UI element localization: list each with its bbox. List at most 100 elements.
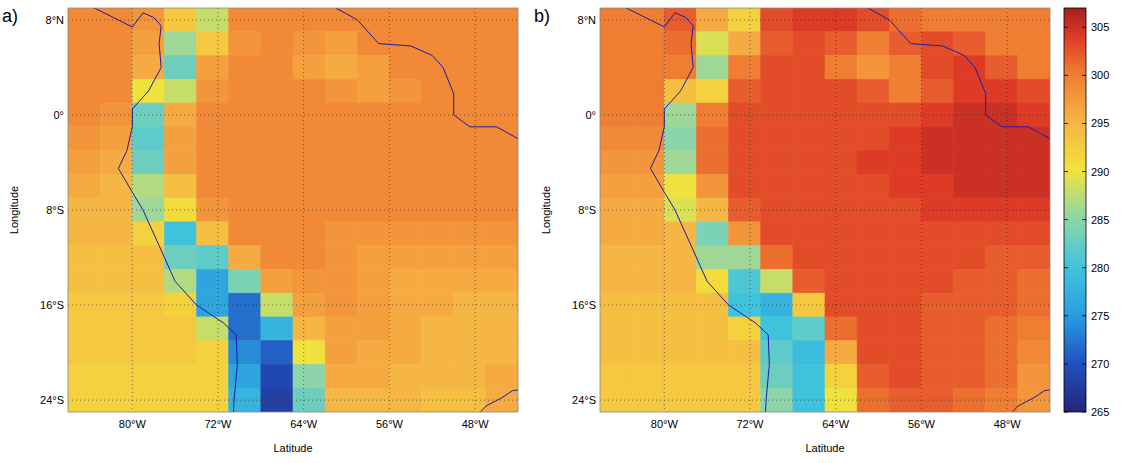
cell — [889, 79, 921, 103]
cell — [293, 56, 325, 80]
cell — [325, 269, 357, 293]
cell — [293, 341, 325, 365]
cell — [729, 341, 761, 365]
cell — [793, 127, 825, 151]
colorbar-tick — [1082, 412, 1086, 413]
cell — [164, 56, 196, 80]
grid-line — [68, 19, 518, 20]
colorbar-tick — [1082, 171, 1086, 172]
cell — [229, 174, 261, 198]
cell — [261, 151, 293, 175]
cell — [293, 317, 325, 341]
cell — [729, 151, 761, 175]
cell — [954, 222, 986, 246]
cell — [921, 222, 953, 246]
cell — [486, 364, 518, 388]
cell — [825, 222, 857, 246]
cell — [632, 246, 664, 270]
cell — [197, 79, 229, 103]
cell — [600, 151, 632, 175]
cell — [164, 79, 196, 103]
cell — [954, 56, 986, 80]
cell — [197, 56, 229, 80]
cell — [229, 127, 261, 151]
cell — [422, 317, 454, 341]
cell — [986, 174, 1018, 198]
cell — [293, 151, 325, 175]
cell — [632, 341, 664, 365]
cell — [986, 103, 1018, 127]
cell — [632, 317, 664, 341]
grid-line — [600, 210, 1050, 211]
cell — [1018, 293, 1050, 317]
cell — [696, 246, 728, 270]
cell — [889, 127, 921, 151]
cell — [132, 364, 164, 388]
cell — [357, 127, 389, 151]
cell — [664, 269, 696, 293]
cell — [325, 317, 357, 341]
cell — [486, 269, 518, 293]
cell — [486, 388, 518, 412]
colorbar-tick — [1064, 27, 1068, 28]
coastline — [331, 8, 519, 145]
cell — [793, 317, 825, 341]
cell — [389, 317, 421, 341]
x-tick-label: 48°W — [994, 418, 1022, 430]
cell — [986, 388, 1018, 412]
cell — [664, 174, 696, 198]
cell — [954, 174, 986, 198]
cell — [325, 32, 357, 56]
cell — [229, 151, 261, 175]
cell — [486, 127, 518, 151]
cell — [986, 317, 1018, 341]
cell — [729, 317, 761, 341]
cell — [357, 79, 389, 103]
cell — [325, 341, 357, 365]
cell — [422, 56, 454, 80]
cell — [132, 269, 164, 293]
cell — [454, 293, 486, 317]
cell — [1018, 198, 1050, 222]
cell — [1018, 56, 1050, 80]
cell — [986, 293, 1018, 317]
y-tick-label: 0° — [53, 109, 64, 121]
cell — [486, 341, 518, 365]
cell — [68, 127, 100, 151]
cell — [325, 246, 357, 270]
plot-area — [600, 8, 1050, 412]
cell — [761, 56, 793, 80]
cell — [921, 151, 953, 175]
cell — [229, 222, 261, 246]
cell — [100, 222, 132, 246]
cell — [729, 32, 761, 56]
cell — [100, 56, 132, 80]
coastline — [863, 8, 1051, 145]
cell — [729, 56, 761, 80]
cell — [793, 174, 825, 198]
cell — [921, 364, 953, 388]
cell — [696, 174, 728, 198]
cell — [664, 317, 696, 341]
cell — [164, 174, 196, 198]
grid-line — [600, 19, 1050, 20]
cell — [664, 222, 696, 246]
cell — [164, 317, 196, 341]
cell — [1018, 8, 1050, 32]
cell — [761, 364, 793, 388]
cell — [100, 174, 132, 198]
cell — [486, 32, 518, 56]
cell — [1018, 317, 1050, 341]
cell — [600, 269, 632, 293]
coastline — [89, 8, 237, 412]
cell — [100, 32, 132, 56]
cell — [261, 32, 293, 56]
cell — [696, 222, 728, 246]
cell — [325, 56, 357, 80]
cell — [132, 151, 164, 175]
cell — [357, 364, 389, 388]
cell — [986, 151, 1018, 175]
colorbar-tick-label: 300 — [1091, 69, 1109, 81]
cell — [857, 341, 889, 365]
cell — [197, 364, 229, 388]
